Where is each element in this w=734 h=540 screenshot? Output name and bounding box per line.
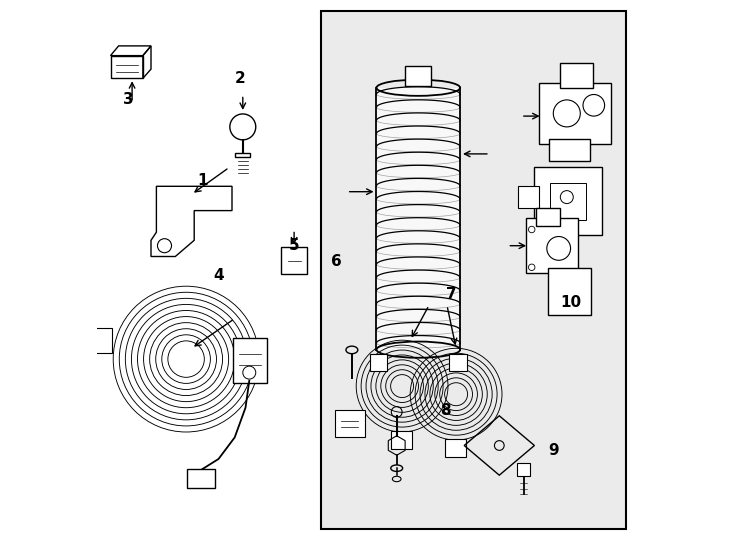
FancyBboxPatch shape [449, 354, 467, 372]
Text: 4: 4 [213, 268, 224, 283]
FancyBboxPatch shape [370, 354, 388, 372]
FancyBboxPatch shape [549, 139, 590, 161]
Text: 5: 5 [288, 238, 299, 253]
FancyBboxPatch shape [92, 328, 112, 353]
FancyBboxPatch shape [446, 439, 466, 457]
FancyBboxPatch shape [404, 65, 431, 86]
FancyBboxPatch shape [517, 463, 530, 476]
FancyBboxPatch shape [560, 63, 593, 88]
Bar [550, 183, 586, 220]
Bar [321, 11, 626, 529]
Bar [377, 87, 460, 350]
FancyBboxPatch shape [539, 83, 611, 144]
Text: 9: 9 [548, 443, 559, 458]
FancyBboxPatch shape [548, 268, 591, 315]
FancyBboxPatch shape [534, 167, 603, 235]
Text: 8: 8 [440, 403, 451, 418]
Text: 1: 1 [197, 173, 208, 188]
Text: 2: 2 [235, 71, 245, 86]
FancyBboxPatch shape [280, 247, 307, 274]
Text: 10: 10 [561, 295, 581, 310]
FancyBboxPatch shape [233, 338, 266, 383]
Text: 3: 3 [123, 92, 134, 107]
FancyBboxPatch shape [518, 186, 539, 208]
Text: 7: 7 [446, 287, 457, 302]
FancyBboxPatch shape [536, 208, 560, 226]
FancyBboxPatch shape [187, 469, 215, 488]
FancyBboxPatch shape [335, 410, 365, 437]
Text: 6: 6 [331, 254, 342, 269]
Bar [235, 153, 250, 157]
FancyBboxPatch shape [526, 218, 578, 273]
FancyBboxPatch shape [391, 431, 412, 449]
